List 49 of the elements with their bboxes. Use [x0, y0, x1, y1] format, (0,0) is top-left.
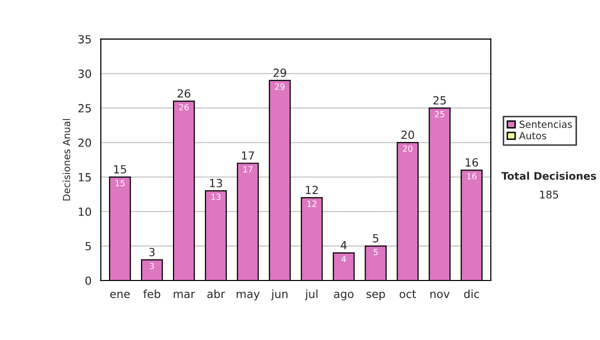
data-label: 25 — [434, 110, 444, 118]
data-label: 29 — [275, 83, 285, 90]
x-tick-label: ago — [334, 292, 354, 300]
x-tick-label: may — [236, 292, 260, 300]
text: Total Decisiones — [501, 172, 596, 180]
y-tick-label: 0 — [85, 276, 92, 285]
legend-label: Sentencias — [520, 120, 572, 128]
x-tick-label: mar — [174, 292, 196, 298]
y-tick-label: 20 — [78, 138, 92, 147]
x-tick-label: oct — [400, 290, 416, 298]
y-tick-label: 30 — [78, 70, 92, 78]
y-tick-label: 10 — [78, 208, 92, 216]
total-label: 29 — [274, 68, 286, 77]
text: 185 — [540, 190, 558, 199]
data-label: 13 — [211, 194, 221, 200]
data-label: 5 — [374, 249, 378, 256]
data-label: 4 — [342, 256, 346, 262]
data-label: 20 — [402, 145, 412, 152]
y-tick-label: 5 — [86, 242, 91, 250]
x-tick-label: ene — [110, 292, 130, 298]
data-label: 3 — [150, 262, 154, 270]
x-tick-label: feb — [143, 290, 160, 298]
total-label: 3 — [149, 248, 155, 256]
x-tick-label: abr — [207, 290, 226, 298]
total-label: 16 — [466, 158, 478, 167]
data-label: 26 — [179, 104, 189, 110]
x-tick-label: jun — [271, 290, 288, 300]
total-label: 20 — [401, 130, 414, 140]
total-label: 17 — [242, 151, 254, 160]
y-tick-label: 25 — [78, 104, 91, 112]
data-label: 16 — [467, 173, 476, 180]
data-label: 17 — [243, 166, 252, 172]
data-label: 12 — [307, 200, 316, 207]
total-label: 12 — [306, 186, 318, 194]
total-label: 5 — [373, 234, 378, 242]
total-label: 4 — [340, 241, 347, 250]
total-label: 25 — [433, 96, 446, 105]
x-tick-label: sep — [366, 292, 385, 300]
x-tick-label: jul — [304, 290, 318, 300]
y-tick-label: 15 — [78, 173, 91, 182]
x-tick-label: dic — [464, 290, 480, 298]
total-label: 15 — [114, 165, 126, 174]
legend-label: Autos — [519, 132, 546, 140]
total-label: 26 — [178, 89, 190, 98]
data-label: 15 — [116, 180, 125, 186]
y-tick-label: 35 — [78, 35, 91, 44]
x-tick-label: nov — [430, 292, 450, 298]
y-axis-title: Decisiones Anual — [62, 119, 70, 200]
total-label: 13 — [210, 178, 222, 188]
